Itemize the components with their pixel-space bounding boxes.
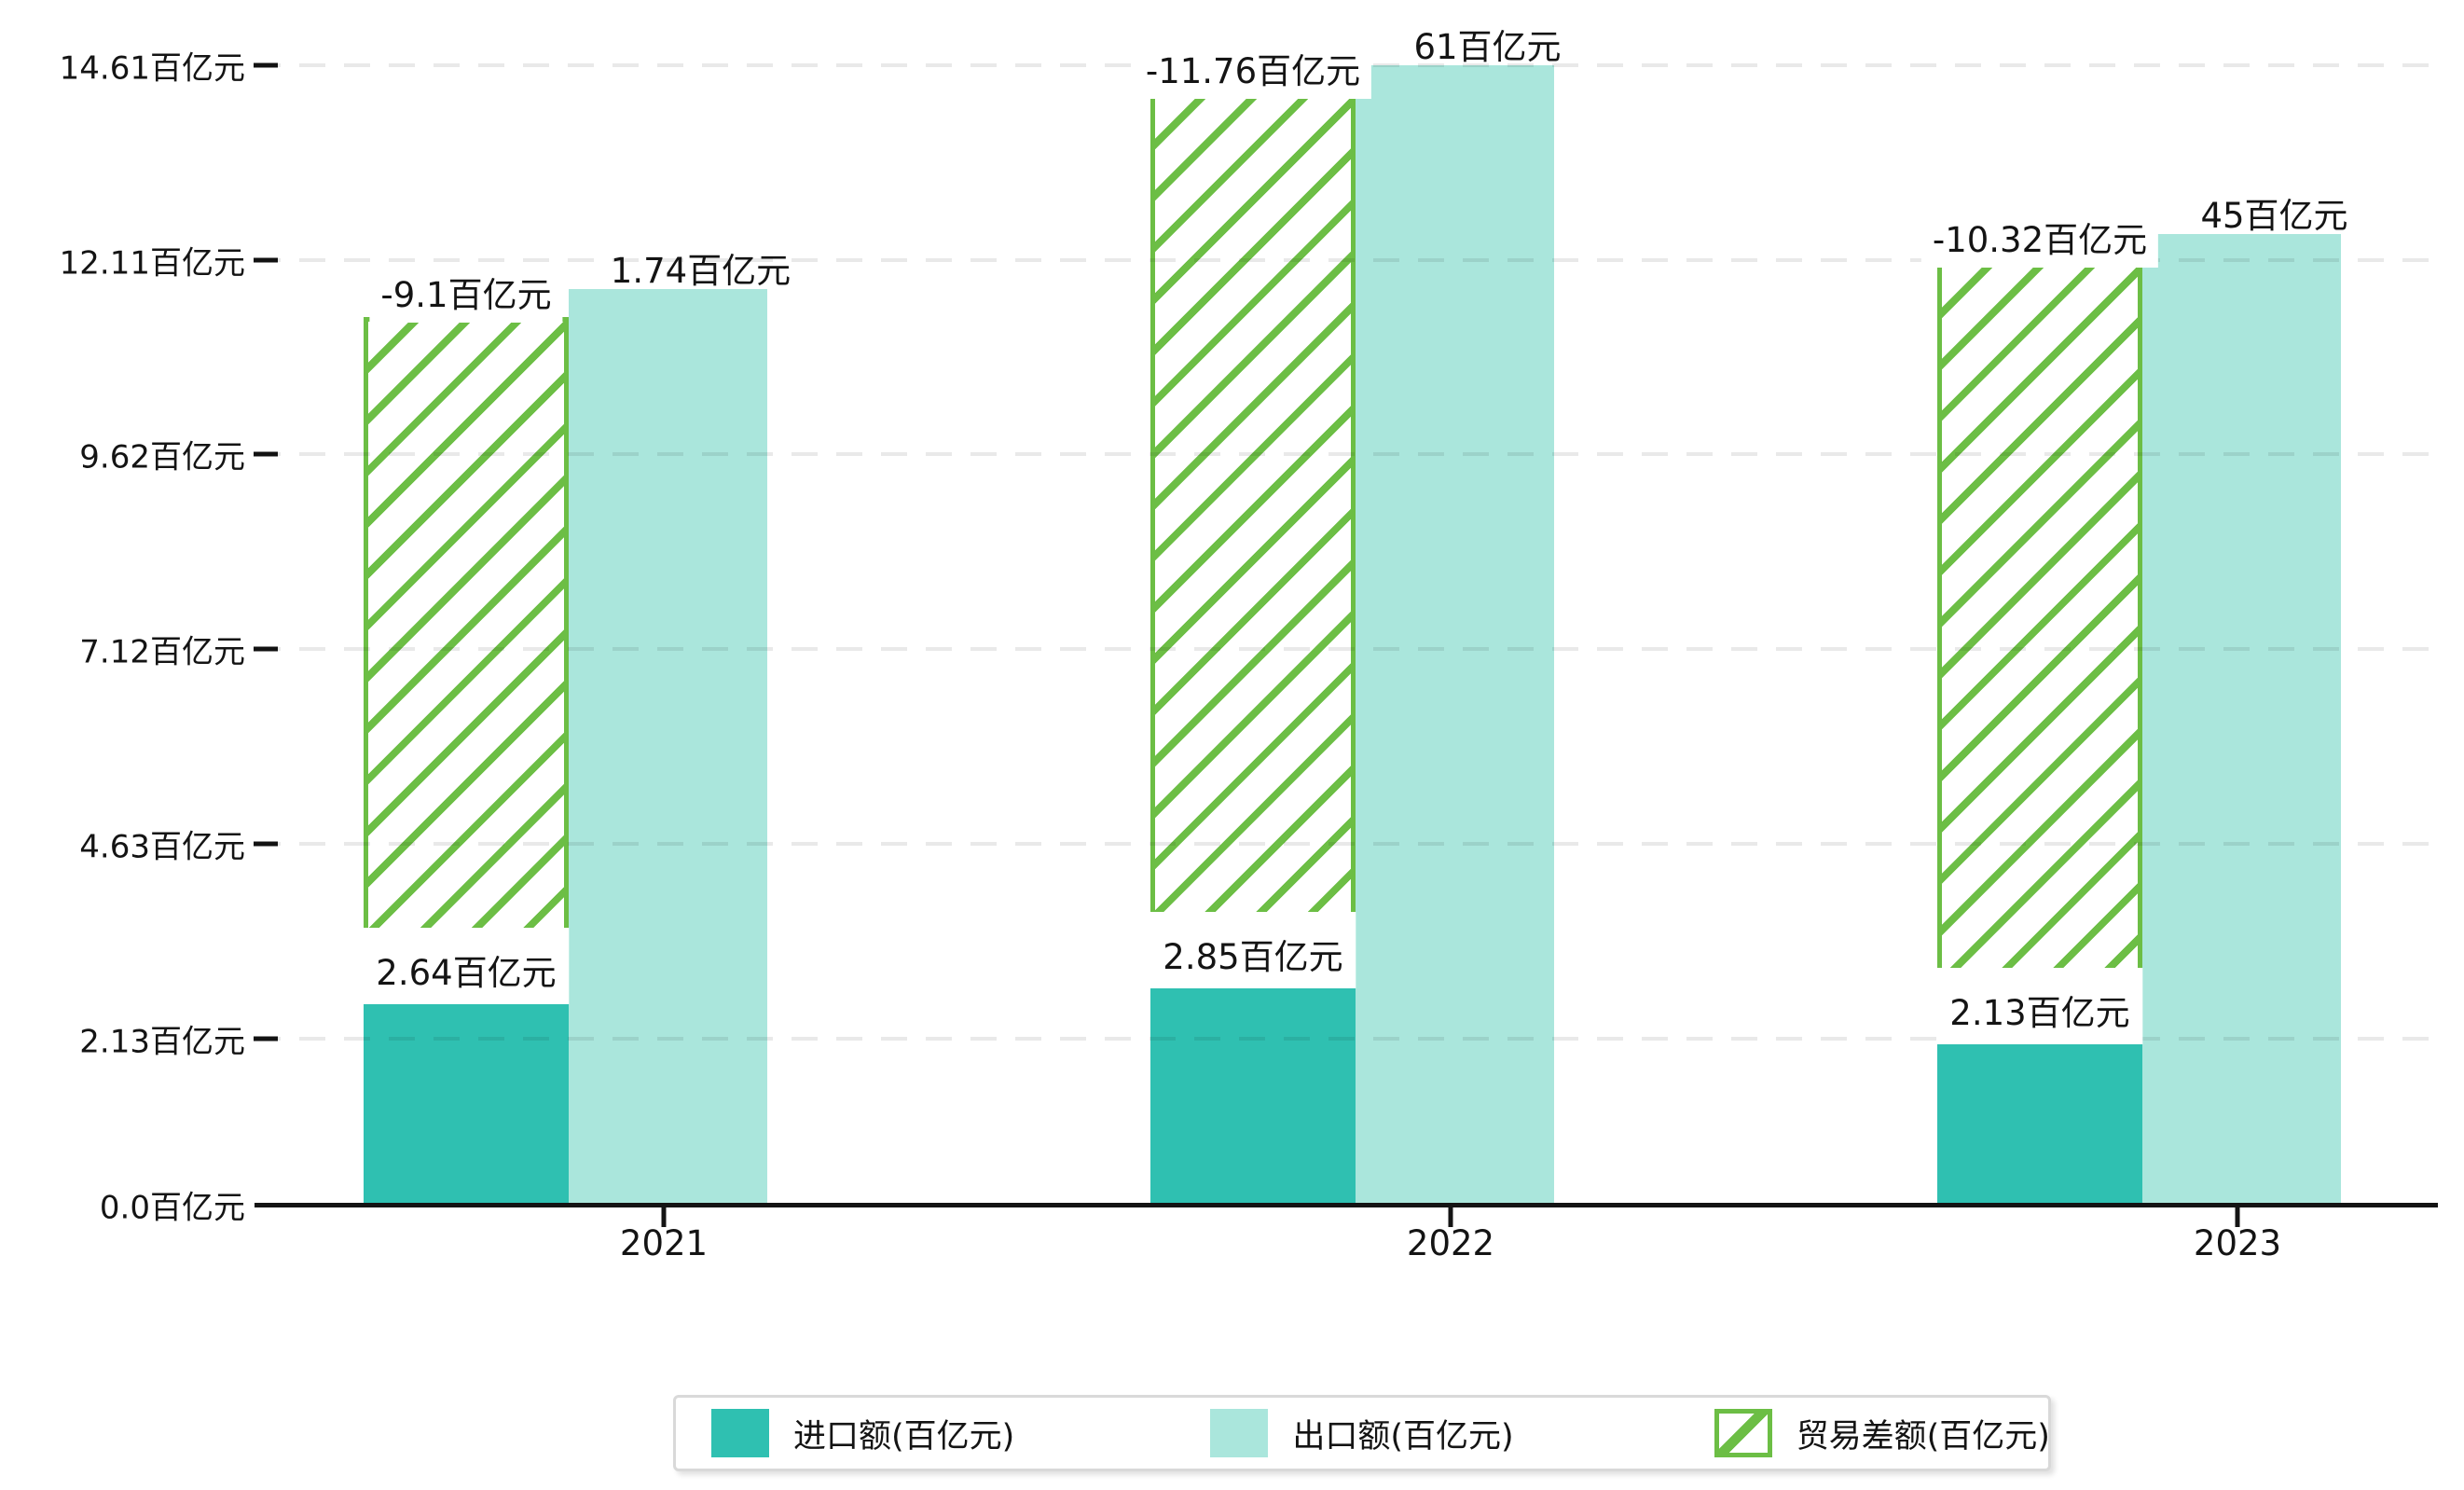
trade-balance-value-label: -9.1百亿元 <box>369 263 563 324</box>
gridline <box>255 841 2438 846</box>
import-value-label: 2.13百亿元 <box>1936 967 2143 1044</box>
export-value-label: 61百亿元 <box>1413 27 1562 68</box>
legend: 进口额(百亿元) 出口额(百亿元) 贸易差额(百亿元) <box>673 1395 2051 1471</box>
y-axis-tick-label: 0.0百亿元 <box>99 1189 245 1227</box>
import-value-label: 2.85百亿元 <box>1149 911 1356 988</box>
legend-label: 贸易差额(百亿元) <box>1796 1417 2050 1456</box>
x-axis-tick-mark <box>1448 1205 1453 1227</box>
import-bar <box>1150 982 1356 1205</box>
x-axis-tick-label: 2021 <box>619 1223 709 1263</box>
export-bar <box>2142 233 2341 1205</box>
y-axis-tick-label: 7.12百亿元 <box>79 633 245 671</box>
y-axis-tick-mark <box>254 841 278 847</box>
y-axis-tick-mark <box>254 257 278 263</box>
x-axis-tick-mark <box>661 1205 667 1227</box>
y-axis-tick-mark <box>254 62 278 68</box>
legend-item-import: 进口额(百亿元) <box>711 1409 1014 1457</box>
y-axis-tick-label: 12.11百亿元 <box>59 244 245 283</box>
export-value-label: 1.74百亿元 <box>610 251 792 292</box>
trade-balance-bar <box>1150 93 1356 983</box>
export-bar <box>569 289 767 1205</box>
gridline <box>255 647 2438 652</box>
import-bar <box>1937 1038 2142 1205</box>
trade-balance-bar <box>1937 261 2142 1039</box>
y-axis-tick-label: 9.62百亿元 <box>79 438 245 476</box>
legend-label: 出口额(百亿元) <box>1292 1417 1514 1456</box>
legend-item-export: 出口额(百亿元) <box>1210 1409 1514 1457</box>
sw-import-swatch <box>711 1409 769 1457</box>
y-axis-tick-label: 4.63百亿元 <box>79 828 245 866</box>
x-axis-tick-label: 2023 <box>2193 1223 2282 1263</box>
trade-balance-value-label: -11.76百亿元 <box>1134 39 1372 100</box>
export-bar <box>1356 65 1554 1205</box>
import-value-label: 2.64百亿元 <box>363 928 570 1005</box>
gridline <box>255 258 2438 263</box>
gridline <box>255 1036 2438 1041</box>
gridline <box>255 452 2438 457</box>
y-axis-tick-label: 14.61百亿元 <box>59 49 245 88</box>
export-value-label: 45百亿元 <box>2200 195 2348 236</box>
x-axis-tick-mark <box>2235 1205 2240 1227</box>
sw-trade-swatch <box>1714 1409 1772 1457</box>
legend-label: 进口额(百亿元) <box>793 1417 1015 1456</box>
x-axis-line <box>255 1203 2438 1207</box>
legend-item-trade-balance: 贸易差额(百亿元) <box>1714 1409 2050 1457</box>
y-axis-tick-mark <box>254 451 278 457</box>
sw-export-swatch <box>1210 1409 1269 1457</box>
trade-balance-bar <box>364 317 569 1000</box>
x-axis-tick-label: 2022 <box>1406 1223 1495 1263</box>
y-axis-tick-mark <box>254 646 278 652</box>
y-axis-tick-label: 2.13百亿元 <box>79 1023 245 1061</box>
import-bar <box>364 999 569 1205</box>
trade-balance-value-label: -10.32百亿元 <box>1920 207 2159 268</box>
y-axis-tick-mark <box>254 1036 278 1042</box>
